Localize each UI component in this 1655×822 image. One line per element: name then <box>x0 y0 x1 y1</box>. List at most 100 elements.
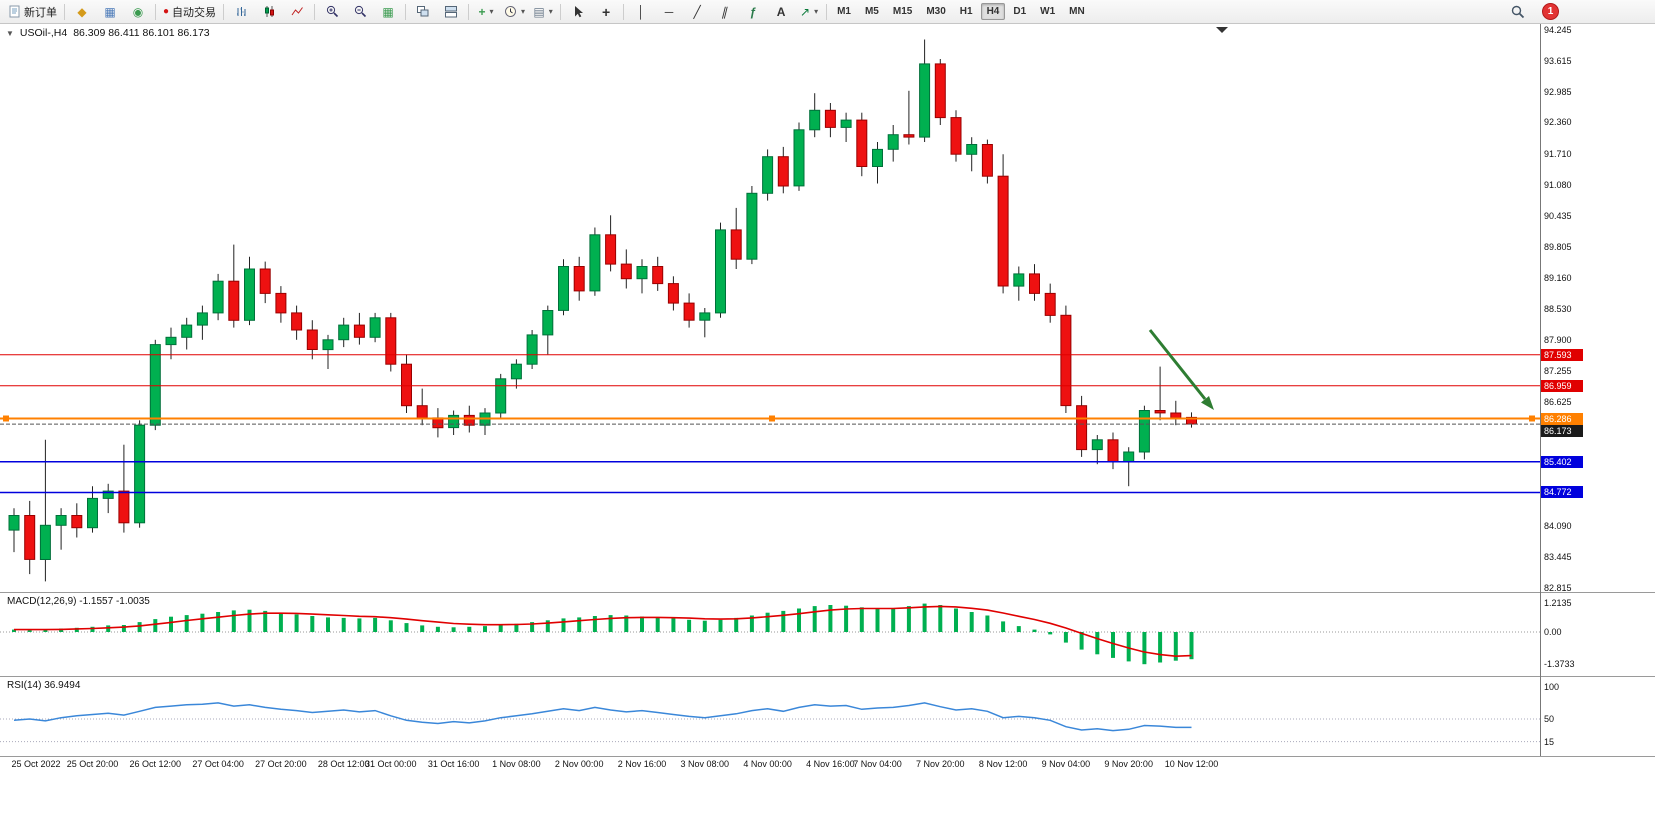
cascade-windows-button[interactable] <box>409 1 437 23</box>
templates-icon: ▤ <box>533 4 545 19</box>
toolbar-separator <box>64 3 65 20</box>
rsi-title: RSI(14) 36.9494 <box>7 680 81 691</box>
timeframe-button-mn[interactable]: MN <box>1069 6 1085 17</box>
channel-button[interactable]: ∥ <box>711 1 739 23</box>
macd-bar <box>812 606 817 632</box>
line-anchor[interactable] <box>1529 415 1535 422</box>
candle-body <box>24 515 36 560</box>
crosshair-icon: + <box>601 3 611 20</box>
auto-trading-label: 自动交易 <box>172 6 217 19</box>
one-click-trading-toggle[interactable]: ▼ <box>6 28 14 38</box>
vertical-line-button[interactable]: │ <box>627 1 655 23</box>
timeframe-button-d1[interactable]: D1 <box>1013 6 1027 17</box>
crosshair-button[interactable]: + <box>592 1 620 23</box>
macd-bar <box>1032 629 1037 632</box>
timeframe-button-m1[interactable]: M1 <box>837 6 851 17</box>
timeframe-button-m15[interactable]: M15 <box>892 6 913 17</box>
zoom-in-icon <box>326 5 338 18</box>
macd-bar <box>1126 632 1131 662</box>
macd-bar <box>121 625 126 632</box>
line-anchor[interactable] <box>3 415 9 422</box>
timeframe-button-m30[interactable]: M30 <box>926 6 946 17</box>
timeframe-button-h1[interactable]: H1 <box>959 6 973 17</box>
candle-body <box>966 144 978 155</box>
macd-bar <box>1095 632 1100 655</box>
candle-body <box>1029 273 1040 294</box>
new-order-button[interactable]: 新订单 <box>4 1 61 23</box>
macd-bar <box>357 618 362 632</box>
line-anchor[interactable] <box>769 415 775 422</box>
chart-bars-button[interactable] <box>227 1 255 23</box>
fibonacci-button[interactable]: ƒ <box>739 1 767 23</box>
zoom-in-button[interactable] <box>318 1 346 23</box>
candle-body <box>1170 412 1182 419</box>
macd-bar <box>1158 632 1163 663</box>
horizontal-line-button[interactable]: ─ <box>655 1 683 23</box>
toolbar-separator <box>826 3 828 20</box>
expert-advisors-button[interactable]: ◉ <box>124 1 152 23</box>
notification-badge[interactable]: 1 <box>1542 3 1559 20</box>
timeframe-button-h4[interactable]: H4 <box>980 3 1006 20</box>
candle-body <box>620 263 632 280</box>
tile-windows-icon: ▦ <box>382 4 394 19</box>
macd-bar <box>545 620 550 633</box>
candle-body <box>228 280 240 321</box>
indicators-button[interactable]: + ▾ <box>472 1 500 23</box>
candle-body <box>165 336 177 346</box>
macd-bar <box>59 628 64 632</box>
arrow-annotation-head[interactable] <box>1201 396 1214 410</box>
candle-body <box>1107 439 1119 463</box>
candle-body <box>667 283 679 304</box>
candle-body <box>401 363 412 407</box>
macd-bar <box>106 625 111 632</box>
arrows-tool-icon: ↗ <box>800 4 811 19</box>
macd-bar <box>514 623 519 632</box>
macd-bar <box>985 615 990 632</box>
templates-button[interactable]: ▤ ▾ <box>529 1 557 23</box>
candle-body <box>322 339 334 351</box>
timeframe-button-m5[interactable]: M5 <box>864 6 879 17</box>
macd-bar <box>1189 632 1194 660</box>
arrow-annotation[interactable] <box>1148 329 1207 400</box>
candle-body <box>950 117 962 155</box>
macd-title: MACD(12,26,9) -1.1557 -1.0035 <box>7 596 150 607</box>
macd-bar <box>624 615 629 632</box>
candle-body <box>934 63 946 119</box>
arrange-windows-button[interactable] <box>437 1 465 23</box>
candle-body <box>55 515 67 526</box>
toolbar-separator <box>314 3 316 20</box>
trendline-button[interactable]: ╱ <box>683 1 711 23</box>
candle-body <box>71 515 83 529</box>
candle-body <box>997 175 1009 287</box>
zoom-out-button[interactable] <box>346 1 374 23</box>
expert-advisor-icon: ◉ <box>132 4 144 19</box>
timeframe-button-w1[interactable]: W1 <box>1040 6 1056 17</box>
macd-bar <box>749 615 754 632</box>
macd-bar <box>498 625 503 632</box>
text-tool-button[interactable]: A <box>767 1 795 23</box>
macd-bar <box>577 617 582 632</box>
macd-bar <box>74 627 79 632</box>
chart-line-button[interactable] <box>283 1 311 23</box>
tile-windows-button[interactable]: ▦ <box>374 1 402 23</box>
chart-shift-marker[interactable] <box>1216 27 1228 33</box>
chart-candles-button[interactable] <box>255 1 283 23</box>
arrows-tool-button[interactable]: ↗ ▾ <box>795 1 823 23</box>
candle-body <box>338 324 350 341</box>
macd-bar <box>90 626 95 632</box>
candle-body <box>699 312 711 321</box>
data-window-button[interactable]: ▦ <box>96 1 124 23</box>
candle-body <box>746 192 758 260</box>
candle-body <box>762 156 774 194</box>
candle-body <box>1044 292 1056 316</box>
toolbar-separator <box>155 3 156 20</box>
vertical-line-icon: │ <box>637 4 645 19</box>
cursor-button[interactable] <box>564 1 592 23</box>
candle-body <box>369 317 381 338</box>
candle-body <box>887 134 899 150</box>
search-icon <box>1511 5 1525 18</box>
periods-button[interactable]: ▾ <box>500 1 529 23</box>
search-button[interactable] <box>1504 1 1532 23</box>
profiles-button[interactable]: ◆ <box>68 1 96 23</box>
auto-trading-button[interactable]: ● 自动交易 <box>159 1 220 23</box>
